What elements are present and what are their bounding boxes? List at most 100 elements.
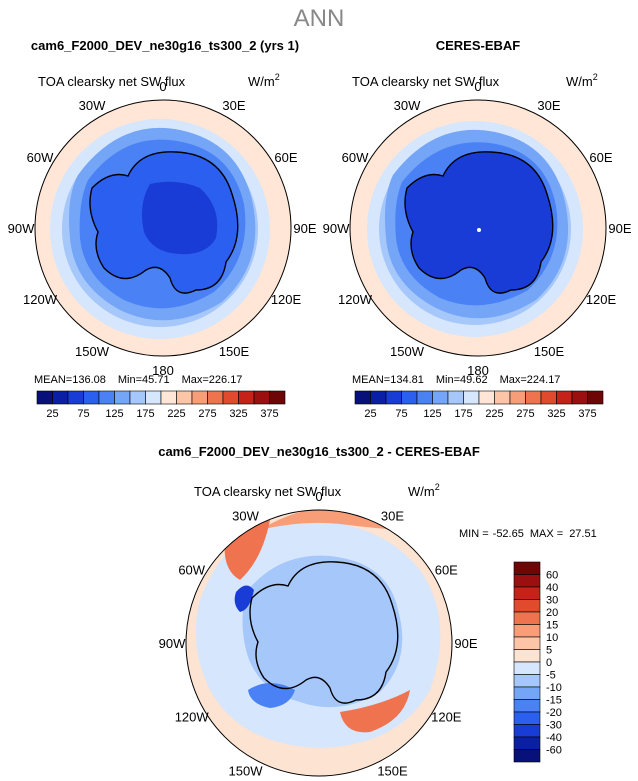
- lon-label-60E: 60E: [435, 563, 458, 578]
- panel-model-coastline: [89, 151, 239, 294]
- colorbar-swatch: [354, 390, 371, 405]
- colorbar-swatch: [513, 661, 541, 675]
- colorbar-swatch: [67, 390, 84, 405]
- lon-label-120E: 120E: [586, 292, 617, 307]
- colorbar-swatch: [513, 586, 541, 600]
- colorbar-tick-label: -40: [546, 732, 562, 744]
- colorbar-swatch: [370, 390, 387, 405]
- colorbar-swatch: [385, 390, 402, 405]
- panel-diff-units: W/m2: [408, 482, 440, 499]
- colorbar-tick-label: 25: [364, 408, 376, 420]
- colorbar-tick-label: 20: [546, 607, 558, 619]
- lon-label-150W: 150W: [75, 344, 110, 359]
- colorbar-swatch: [160, 390, 177, 405]
- colorbar-swatch: [191, 390, 208, 405]
- panel-model-field-core: [142, 181, 218, 255]
- colorbar-swatch: [513, 561, 541, 575]
- panel-obs-map-border: [349, 99, 607, 357]
- panel-obs-title: CERES-EBAF: [436, 38, 521, 53]
- panel-model-stats: MEAN=136.08 Min=45.71 Max=226.17: [34, 374, 242, 386]
- colorbar-swatch: [98, 390, 115, 405]
- colorbar-tick-label: -10: [546, 682, 562, 694]
- panel-model-colorbar: 25 75 125 175 225 275 325 375: [36, 390, 286, 420]
- colorbar-tick-label: 375: [578, 408, 596, 420]
- colorbar-tick-label: 0: [546, 657, 552, 669]
- colorbar-swatch: [145, 390, 162, 405]
- colorbar-tick-label: -30: [546, 720, 562, 732]
- colorbar-swatch: [238, 390, 255, 405]
- colorbar-swatch: [513, 749, 541, 763]
- panel-model: cam6_F2000_DEV_ne30g16_ts300_2 (yrs 1) T…: [8, 38, 317, 420]
- colorbar-tick-label: 5: [546, 645, 552, 657]
- panel-diff-map: [186, 510, 452, 776]
- lon-label-30E: 30E: [381, 509, 404, 524]
- panel-diff-stats: MIN = -52.65 MAX = 27.51: [459, 528, 597, 540]
- colorbar-swatch: [253, 390, 270, 405]
- colorbar-swatch: [587, 390, 604, 405]
- panel-obs-variable: TOA clearsky net SW flux: [352, 74, 500, 89]
- colorbar-swatch: [416, 390, 433, 405]
- lon-label-150E: 150E: [377, 763, 408, 778]
- colorbar-tick-label: 125: [423, 408, 441, 420]
- colorbar-swatch: [494, 390, 511, 405]
- lon-label-30E: 30E: [537, 98, 560, 113]
- lon-label-60W: 60W: [27, 150, 54, 165]
- lon-label-0: 0: [315, 489, 322, 504]
- colorbar-swatch: [83, 390, 100, 405]
- lon-label-90W: 90W: [159, 636, 186, 651]
- lon-label-90E: 90E: [608, 221, 631, 236]
- lon-label-60W: 60W: [178, 563, 205, 578]
- panel-obs: CERES-EBAF TOA clearsky net SW flux W/m2…: [323, 38, 632, 420]
- lon-label-180: 180: [152, 363, 174, 378]
- panel-obs-colorbar: 25 75 125 175 225 275 325 375: [354, 390, 604, 420]
- colorbar-tick-label: 325: [547, 408, 565, 420]
- colorbar-tick-label: 175: [454, 408, 472, 420]
- panel-diff-map-border: [185, 509, 453, 777]
- lon-label-150E: 150E: [534, 344, 565, 359]
- colorbar-tick-label: 15: [546, 620, 558, 632]
- colorbar-swatch: [114, 390, 131, 405]
- panel-diff-field-ring2: [242, 555, 403, 708]
- panel-obs-field-core: [405, 151, 553, 294]
- lon-label-120W: 120W: [175, 710, 210, 725]
- panel-diff: cam6_F2000_DEV_ne30g16_ts300_2 - CERES-E…: [158, 444, 597, 778]
- colorbar-swatch: [540, 390, 557, 405]
- panel-diff-field-neg-peninsula: [234, 585, 254, 612]
- panel-diff-field-bias-south: [340, 690, 410, 733]
- page-title: ANN: [294, 5, 345, 32]
- lon-label-30E: 30E: [222, 98, 245, 113]
- colorbar-tick-label: 375: [260, 408, 278, 420]
- colorbar-swatch: [571, 390, 588, 405]
- colorbar-swatch: [207, 390, 224, 405]
- panel-diff-coastline: [249, 561, 399, 704]
- lon-label-60W: 60W: [342, 150, 369, 165]
- colorbar-swatch: [463, 390, 480, 405]
- lon-label-0: 0: [474, 79, 481, 94]
- colorbar-swatch: [129, 390, 146, 405]
- panel-model-title: cam6_F2000_DEV_ne30g16_ts300_2 (yrs 1): [31, 38, 299, 53]
- colorbar-swatch: [513, 636, 541, 650]
- colorbar-swatch: [52, 390, 69, 405]
- panel-model-lon-labels: 0 30E 60E 90E 120E 150E 180 150W 120W 90W 60W 30W: [8, 79, 317, 378]
- colorbar-tick-label: 275: [516, 408, 534, 420]
- colorbar-tick-label: 60: [546, 570, 558, 582]
- lon-label-60E: 60E: [274, 150, 297, 165]
- colorbar-swatch: [513, 711, 541, 725]
- colorbar-tick-label: -15: [546, 695, 562, 707]
- panel-model-units: W/m2: [248, 72, 280, 89]
- lon-label-90E: 90E: [293, 221, 316, 236]
- colorbar-swatch: [432, 390, 449, 405]
- lon-label-90E: 90E: [454, 636, 477, 651]
- colorbar-swatch: [513, 611, 541, 625]
- colorbar-swatch: [513, 624, 541, 638]
- colorbar-tick-label: 10: [546, 632, 558, 644]
- colorbar-tick-label: 325: [229, 408, 247, 420]
- lon-label-90W: 90W: [323, 221, 350, 236]
- colorbar-swatch: [513, 724, 541, 738]
- lon-label-120W: 120W: [23, 292, 58, 307]
- colorbar-tick-label: 75: [77, 408, 89, 420]
- panel-model-map: [35, 100, 291, 356]
- colorbar-swatch: [513, 574, 541, 588]
